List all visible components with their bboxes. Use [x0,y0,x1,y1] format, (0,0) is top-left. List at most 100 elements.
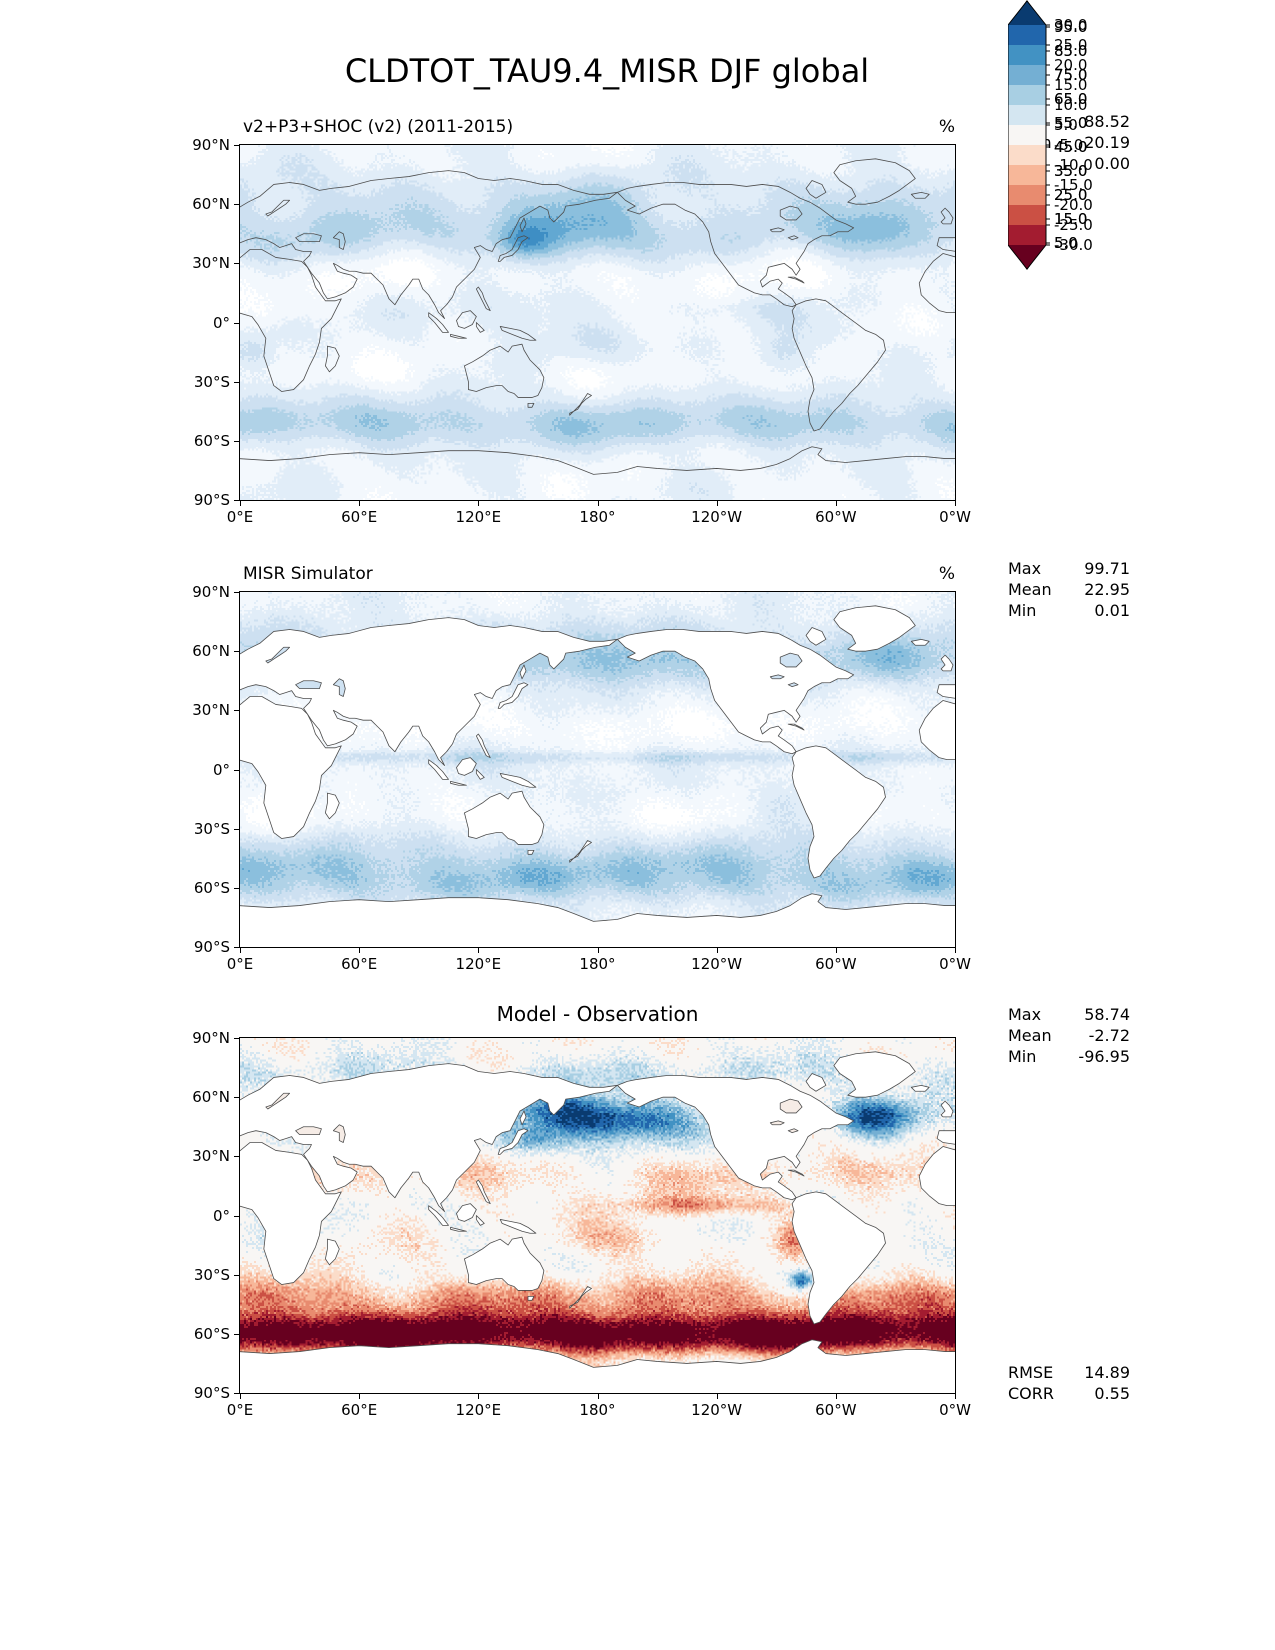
land-polygon [792,1192,885,1324]
stat-value: 0.55 [1094,1384,1130,1403]
x-tick-label: 60°W [815,1401,857,1419]
stat-label: Mean [1008,580,1052,599]
colorbar-tick-label: 15.0 [1054,210,1087,228]
x-tick [478,501,480,506]
y-tick [234,440,239,442]
panel-subtitle-obs: MISR Simulator [243,564,373,584]
colorbar-tick-label: 95.0 [1054,18,1087,36]
land-polygon [498,683,528,709]
x-tick [716,1394,718,1399]
x-tick-label: 120°E [455,955,502,973]
stat-value: 22.95 [1084,580,1130,599]
lake-polygon [780,206,802,220]
colorbar-tick-label: -10.0 [1054,156,1093,174]
y-tick [234,947,239,948]
y-tick [234,204,239,206]
x-tick-label: 0°W [939,955,971,973]
land-polygon [806,1074,826,1092]
colorbar-tick-label: 55.0 [1054,114,1087,132]
stat-label: Mean [1008,1026,1052,1045]
y-tick-label: 30°S [193,819,230,838]
y-tick [234,1274,239,1276]
stats-block-obs: Max 99.71 Mean 22.95 Min 0.01 [1008,558,1130,621]
colorbar-tick-label: 35.0 [1054,162,1087,180]
map-panel-obs [239,591,956,948]
land-polygon [520,218,526,232]
stat-row: Min -96.95 [1008,1046,1130,1067]
map-panel-diff [239,1037,956,1394]
y-tick [234,1393,239,1394]
stat-value: -2.72 [1088,1026,1130,1045]
y-tick-label: 60°S [193,878,230,897]
y-tick-label: 30°N [192,1147,230,1166]
land-polygon [464,791,543,844]
y-tick [234,1156,239,1158]
x-tick [240,501,241,506]
land-polygon [570,841,592,863]
colorbar-tick-label: 35.0 [1054,162,1087,180]
stat-row: Min 0.01 [1008,600,1130,621]
land-polygon [806,181,826,199]
y-tick-label: 0° [212,760,230,779]
x-tick-label: 60°E [341,1401,378,1419]
land-polygon [834,1052,915,1097]
land-polygon [240,447,955,500]
land-polygon [500,773,536,787]
colorbar-diff: 30.0 25.0 20.0 15.0 10.0 5.0 -5.0 -10.0 -15.0 -20… [1008,0,1093,270]
y-tick [234,1038,239,1039]
y-tick [234,322,239,324]
coastline-overlay-diff [240,1038,955,1393]
land-polygon [788,724,804,730]
land-polygon [476,1216,484,1226]
land-polygon [456,311,476,329]
land-polygon [937,685,955,699]
stat-value: 58.74 [1084,1005,1130,1024]
land-polygon [476,323,484,333]
stat-value: -96.95 [1078,1047,1130,1066]
stat-row: Max 58.74 [1008,1004,1130,1025]
land-polygon [570,1287,592,1309]
x-tick [478,948,480,953]
y-tick-label: 90°N [192,1029,230,1047]
y-tick [234,710,239,712]
land-polygon [464,1237,543,1290]
colorbar-tick-label: -30.0 [1054,236,1093,254]
land-polygon [451,334,467,338]
map-panel-model [239,144,956,501]
stat-label: CORR [1008,1384,1054,1403]
panel-subtitle-diff: Model - Observation [496,1002,699,1026]
x-tick-label: 60°W [815,955,857,973]
land-polygon [937,238,955,252]
x-tick-label: 180° [579,508,616,526]
colorbar-tick-label: 75.0 [1054,66,1087,84]
land-polygon [792,746,885,878]
land-polygon [456,758,476,776]
stat-label: Max [1008,559,1042,578]
land-polygon [429,313,449,333]
lake-polygon [333,232,345,250]
y-tick [234,381,239,383]
x-tick-label: 0°W [939,1401,971,1419]
y-tick-label: 30°N [192,701,230,720]
land-polygon [325,346,339,372]
stat-row: Mean -2.72 [1008,1025,1130,1046]
x-tick-label: 0°W [939,508,971,526]
x-tick-label: 180° [579,1401,616,1419]
land-polygon [451,1227,467,1231]
land-polygon [520,1111,526,1125]
land-polygon [240,618,617,766]
land-polygon [617,1075,853,1199]
lake-polygon [266,1093,290,1109]
colorbar-tick-label: 75.0 [1054,66,1087,84]
colorbar-tick-label: 55.0 [1054,114,1087,132]
lake-polygon [788,236,798,240]
colorbar-tick-label: 15.0 [1054,210,1087,228]
land-polygon [919,1146,955,1205]
land-polygon [240,1143,341,1285]
y-tick-label: 90°N [192,583,230,601]
stat-value: 0.00 [1094,154,1130,173]
y-tick-label: 90°N [192,136,230,154]
colorbar-tick-label: 85.0 [1054,42,1087,60]
land-polygon [429,760,449,780]
